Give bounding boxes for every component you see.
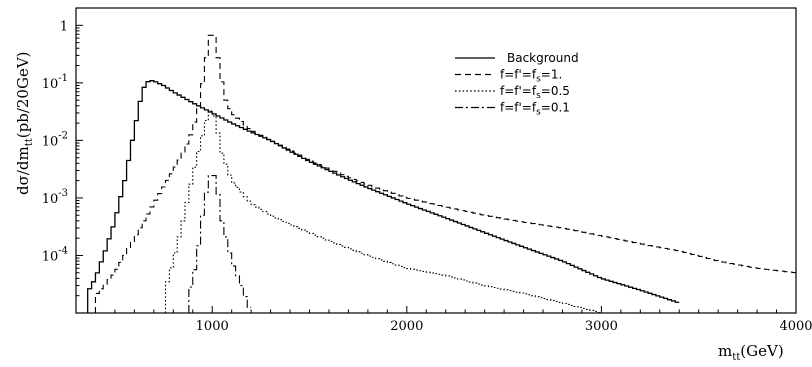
y-tick-label: 10-3 bbox=[42, 188, 68, 207]
x-axis-ticks: 1000 2000 3000 4000 bbox=[94, 306, 812, 334]
y-tick-label-exp: -2 bbox=[58, 130, 68, 141]
legend-label-text: f=f'=f bbox=[500, 68, 537, 82]
legend-label-sub: s bbox=[536, 108, 541, 118]
y-axis-title: dσ/dmtt(pb/20GeV) bbox=[14, 51, 35, 195]
legend-label-sub: s bbox=[536, 75, 541, 85]
legend: Backgroundf=f'=fs=1.f=f'=fs=0.5f=f'=fs=0… bbox=[455, 51, 579, 118]
y-axis-title-unit: (pb/20GeV) bbox=[14, 51, 32, 138]
x-tick-label: 3000 bbox=[585, 319, 618, 334]
series-line-2 bbox=[164, 110, 602, 314]
legend-label-text: f=f'=f bbox=[500, 84, 537, 98]
x-tick-label: 2000 bbox=[390, 319, 423, 334]
legend-label: Background bbox=[507, 51, 579, 65]
plot-frame bbox=[75, 7, 797, 314]
y-axis-ticks: 110-110-210-310-4 bbox=[42, 19, 83, 297]
y-tick-label-exp: -4 bbox=[58, 245, 68, 256]
legend-label-rest: =0.5 bbox=[541, 84, 570, 98]
y-tick-label-exp: -1 bbox=[58, 73, 68, 84]
y-tick-label-base: 10 bbox=[42, 249, 59, 264]
x-tick-label: 4000 bbox=[779, 319, 812, 334]
series-line-0 bbox=[87, 80, 680, 313]
legend-label-rest: =1. bbox=[541, 68, 563, 82]
legend-label: f=f'=fs=0.1 bbox=[500, 101, 570, 118]
y-axis-title-main: dσ/dm bbox=[14, 146, 32, 195]
x-axis-title-unit: (GeV) bbox=[740, 342, 783, 360]
y-tick-label-base: 10 bbox=[42, 134, 59, 149]
y-axis-title-sub: tt bbox=[24, 138, 35, 146]
y-tick-label-base: 10 bbox=[42, 192, 59, 207]
series-layer bbox=[87, 34, 796, 314]
legend-label-text: f=f'=f bbox=[500, 101, 537, 115]
legend-label: f=f'=fs=1. bbox=[500, 68, 562, 85]
legend-label-sub: s bbox=[536, 91, 541, 101]
legend-label: f=f'=fs=0.5 bbox=[500, 84, 570, 101]
series-line-1 bbox=[94, 34, 796, 313]
y-tick-label: 10-1 bbox=[42, 73, 68, 92]
y-tick-label: 10-4 bbox=[42, 245, 68, 264]
x-axis-title-sub: tt bbox=[732, 352, 740, 363]
x-tick-label: 1000 bbox=[196, 319, 229, 334]
series-line-3 bbox=[188, 174, 252, 313]
legend-label-text: Background bbox=[507, 51, 579, 65]
y-tick-label-exp: -3 bbox=[58, 188, 68, 199]
x-axis-title: mtt(GeV) bbox=[718, 342, 784, 363]
y-tick-label: 10-2 bbox=[42, 130, 68, 149]
y-tick-label-base: 10 bbox=[42, 77, 59, 92]
legend-label-rest: =0.1 bbox=[541, 101, 570, 115]
y-tick-label: 1 bbox=[60, 19, 68, 34]
x-axis-title-main: m bbox=[718, 342, 732, 360]
y-tick-label-base: 1 bbox=[60, 19, 68, 34]
